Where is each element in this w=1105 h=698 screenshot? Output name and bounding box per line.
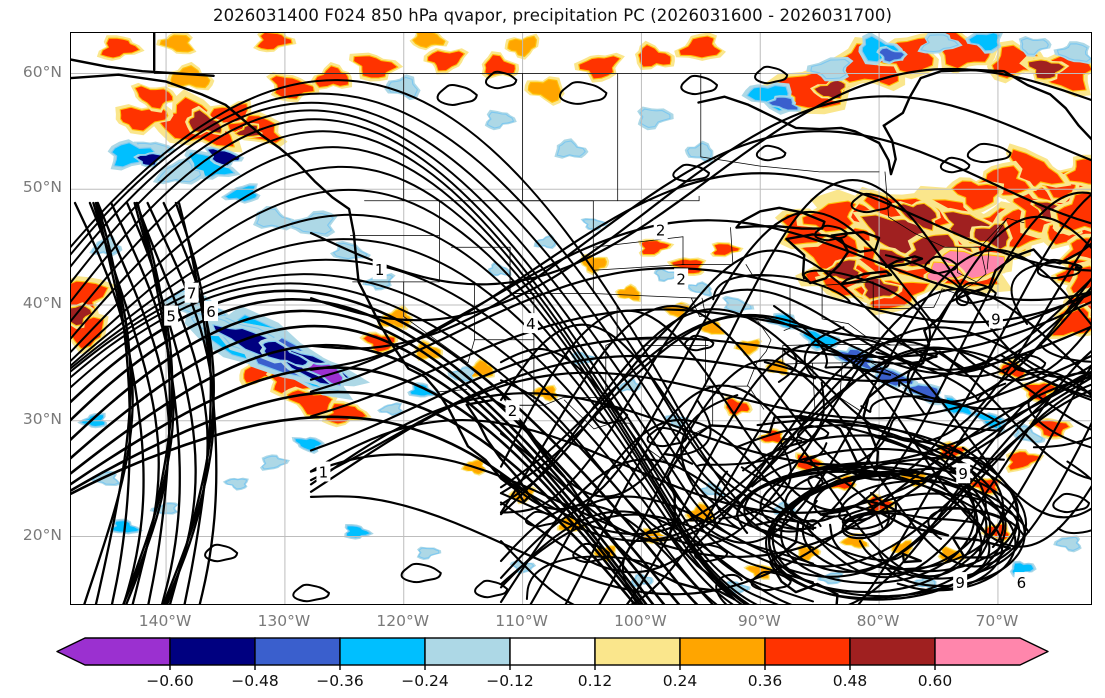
colorbar-tick-label: −0.12 bbox=[486, 672, 534, 690]
svg-text:1: 1 bbox=[375, 261, 385, 279]
svg-text:7: 7 bbox=[187, 285, 197, 303]
y-tick-label: 50°N bbox=[22, 178, 62, 197]
svg-text:9: 9 bbox=[955, 574, 965, 592]
y-tick-label: 30°N bbox=[22, 409, 62, 428]
x-tick-label: 110°W bbox=[495, 612, 548, 630]
qvapor-contours bbox=[71, 65, 1091, 604]
colorbar-tick-label: 0.60 bbox=[917, 672, 953, 690]
svg-text:9: 9 bbox=[991, 311, 1001, 329]
colorbar: −0.60 −0.48 −0.36 −0.24 −0.12 0.12 0.24 0.36 0.4… bbox=[0, 634, 1105, 698]
x-tick-label: 80°W bbox=[856, 612, 900, 630]
y-tick-label: 40°N bbox=[22, 294, 62, 313]
svg-text:6: 6 bbox=[206, 303, 216, 321]
x-tick-label: 120°W bbox=[376, 612, 430, 630]
svg-text:4: 4 bbox=[526, 315, 536, 333]
svg-text:1: 1 bbox=[319, 463, 329, 481]
svg-text:2: 2 bbox=[656, 222, 666, 240]
colorbar-tick-label: −0.48 bbox=[231, 672, 279, 690]
x-tick-label: 90°W bbox=[737, 612, 781, 630]
colorbar-tick-label: 0.36 bbox=[747, 672, 783, 690]
colorbar-tick-label: 0.12 bbox=[577, 672, 613, 690]
svg-text:5: 5 bbox=[166, 308, 176, 326]
svg-text:2: 2 bbox=[676, 270, 686, 288]
svg-text:9: 9 bbox=[958, 465, 968, 483]
colorbar-swatches bbox=[56, 637, 1049, 670]
chart-title: 2026031400 F024 850 hPa qvapor, precipit… bbox=[213, 6, 892, 25]
colorbar-tick-label: 0.48 bbox=[832, 672, 868, 690]
colorbar-tick-label: −0.60 bbox=[146, 672, 194, 690]
y-tick-label: 20°N bbox=[22, 525, 62, 544]
colorbar-tick-label: −0.24 bbox=[401, 672, 449, 690]
x-tick-label: 140°W bbox=[138, 612, 192, 630]
x-tick-label: 130°W bbox=[257, 612, 311, 630]
x-tick-label: 100°W bbox=[614, 612, 667, 630]
svg-text:2: 2 bbox=[508, 402, 518, 420]
colorbar-tick-label: −0.36 bbox=[316, 672, 364, 690]
colorbar-tick-label: 0.24 bbox=[662, 672, 698, 690]
svg-text:6: 6 bbox=[1017, 574, 1027, 592]
x-tick-label: 70°W bbox=[975, 612, 1019, 630]
y-tick-label: 60°N bbox=[22, 62, 62, 81]
